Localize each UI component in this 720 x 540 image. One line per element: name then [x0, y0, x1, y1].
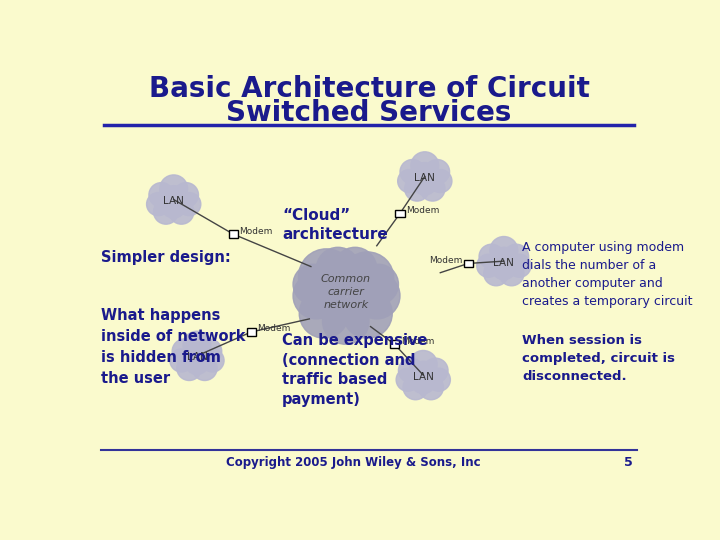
- Circle shape: [170, 349, 193, 372]
- Bar: [229, 231, 238, 238]
- Circle shape: [293, 273, 340, 319]
- Circle shape: [403, 375, 428, 400]
- Circle shape: [508, 254, 531, 278]
- Circle shape: [423, 358, 448, 383]
- Circle shape: [201, 349, 224, 372]
- Circle shape: [192, 356, 217, 381]
- Circle shape: [299, 249, 354, 304]
- Circle shape: [316, 247, 360, 291]
- Circle shape: [398, 358, 423, 383]
- Text: Basic Architecture of Circuit: Basic Architecture of Circuit: [148, 76, 590, 104]
- Circle shape: [333, 247, 377, 291]
- Text: Modem: Modem: [428, 256, 462, 265]
- Circle shape: [183, 342, 211, 370]
- Bar: [246, 328, 256, 336]
- Circle shape: [428, 170, 452, 193]
- Circle shape: [411, 369, 436, 394]
- Circle shape: [183, 331, 211, 359]
- Circle shape: [177, 356, 202, 381]
- Circle shape: [396, 368, 419, 392]
- Circle shape: [161, 193, 186, 218]
- Text: Modem: Modem: [258, 325, 291, 333]
- Text: LAN: LAN: [163, 196, 184, 206]
- Circle shape: [409, 361, 437, 389]
- Circle shape: [427, 368, 451, 392]
- Circle shape: [477, 254, 500, 278]
- Circle shape: [293, 264, 333, 304]
- Circle shape: [197, 339, 222, 363]
- Text: Switched Services: Switched Services: [226, 98, 512, 126]
- Bar: [395, 210, 405, 217]
- Circle shape: [160, 175, 188, 202]
- Text: What happens
inside of network
is hidden from
the user: What happens inside of network is hidden…: [101, 308, 246, 386]
- Text: LAN: LAN: [413, 372, 433, 382]
- Text: Simpler design:: Simpler design:: [101, 250, 230, 265]
- Bar: [390, 340, 399, 348]
- Circle shape: [397, 170, 421, 193]
- Circle shape: [499, 261, 524, 286]
- Text: Can be expensive
(connection and
traffic based
payment): Can be expensive (connection and traffic…: [282, 333, 428, 407]
- Circle shape: [184, 350, 210, 374]
- Circle shape: [153, 200, 179, 224]
- Circle shape: [354, 273, 400, 319]
- Circle shape: [484, 261, 508, 286]
- Circle shape: [300, 289, 349, 338]
- Circle shape: [425, 159, 449, 184]
- Circle shape: [343, 289, 392, 338]
- Text: Modem: Modem: [240, 227, 273, 235]
- Circle shape: [341, 252, 394, 304]
- Circle shape: [169, 200, 194, 224]
- Text: LAN: LAN: [493, 258, 514, 268]
- Text: Modem: Modem: [406, 206, 440, 215]
- Circle shape: [479, 244, 504, 269]
- Circle shape: [178, 193, 201, 215]
- Text: Modem: Modem: [401, 337, 434, 346]
- Circle shape: [149, 183, 174, 207]
- Circle shape: [413, 170, 437, 195]
- Text: LAN: LAN: [415, 173, 435, 183]
- Text: “Cloud”
architecture: “Cloud” architecture: [282, 208, 388, 242]
- Circle shape: [490, 247, 518, 275]
- Text: When session is
completed, circuit is
disconnected.: When session is completed, circuit is di…: [523, 334, 675, 383]
- Circle shape: [313, 260, 378, 325]
- Bar: [464, 260, 473, 267]
- Circle shape: [490, 237, 518, 264]
- Circle shape: [358, 264, 398, 304]
- Text: A computer using modem
dials the number of a
another computer and
creates a temp: A computer using modem dials the number …: [523, 241, 693, 308]
- Text: Common
carrier
network: Common carrier network: [320, 274, 371, 310]
- Circle shape: [411, 163, 438, 190]
- Text: LAN: LAN: [186, 353, 207, 362]
- Circle shape: [172, 339, 197, 363]
- Circle shape: [411, 152, 438, 179]
- Circle shape: [174, 183, 199, 207]
- Circle shape: [160, 186, 188, 213]
- Circle shape: [147, 193, 170, 215]
- Circle shape: [492, 255, 516, 280]
- Circle shape: [400, 159, 425, 184]
- Circle shape: [420, 177, 445, 201]
- Circle shape: [418, 375, 444, 400]
- Text: 5: 5: [624, 456, 633, 469]
- Circle shape: [323, 298, 369, 345]
- Circle shape: [409, 350, 437, 378]
- Circle shape: [405, 177, 429, 201]
- Text: Copyright 2005 John Wiley & Sons, Inc: Copyright 2005 John Wiley & Sons, Inc: [226, 456, 481, 469]
- Circle shape: [504, 244, 528, 269]
